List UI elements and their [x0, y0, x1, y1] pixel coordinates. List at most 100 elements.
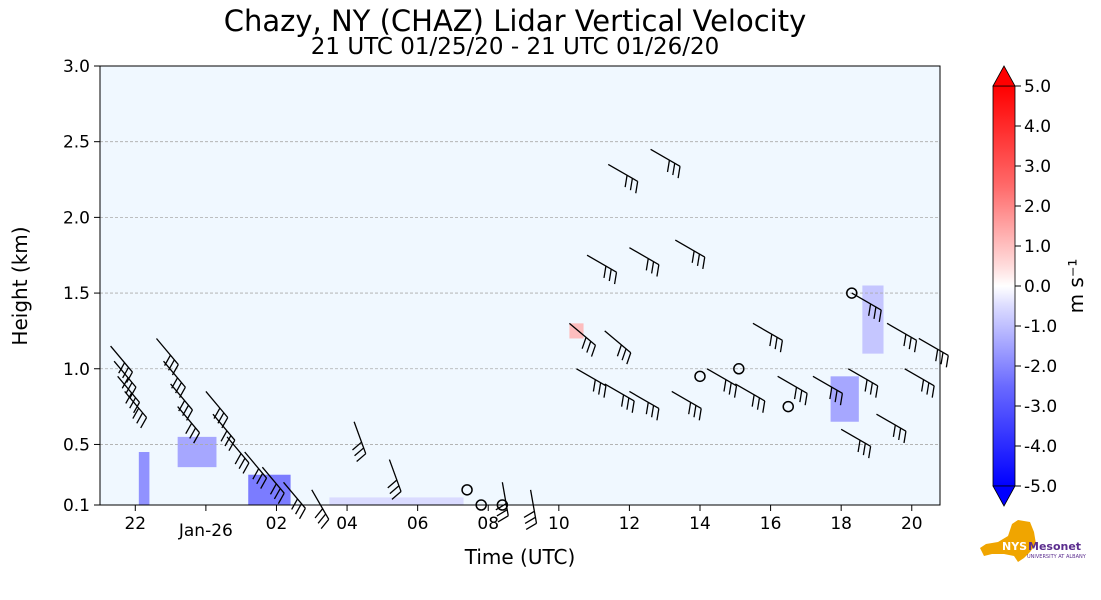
- colorbar-label: m s⁻¹: [1064, 259, 1088, 314]
- wind-barb: [244, 451, 268, 489]
- wind-barb-flag: [903, 431, 907, 444]
- wind-barb-flag: [603, 265, 607, 279]
- wind-barb: [777, 375, 808, 406]
- x-tick-label: 02: [266, 514, 288, 534]
- wind-barb-flag: [391, 491, 402, 500]
- wind-barb-flag: [774, 337, 778, 350]
- x-tick-label: 06: [407, 514, 429, 534]
- velocity-region: [248, 474, 291, 505]
- velocity-region: [177, 436, 217, 468]
- colorbar-tick-label: 4.0: [1024, 117, 1051, 137]
- wind-barb-flag: [799, 390, 803, 403]
- x-tick-label: 20: [901, 514, 923, 534]
- x-tick-label: 12: [619, 514, 641, 534]
- wind-barb-flag: [314, 508, 324, 519]
- contour-marker: [461, 484, 473, 496]
- wind-barb-flag: [354, 447, 365, 457]
- logo-text-mesonet: Mesonet: [1028, 540, 1082, 553]
- wind-barb-flag: [242, 462, 250, 474]
- colorbar-tick-label: -1.0: [1024, 317, 1057, 337]
- wind-barb-flag: [598, 382, 602, 395]
- wind-barb-flag: [873, 306, 877, 319]
- wind-barb: [352, 421, 367, 463]
- wind-barb: [113, 360, 137, 399]
- wind-barb: [212, 413, 236, 452]
- wind-barb-flag: [621, 348, 627, 361]
- wind-barb-flag: [693, 405, 697, 418]
- wind-barb-flag: [875, 385, 879, 398]
- wind-barb-flag: [620, 394, 625, 407]
- wind-barb-flag: [496, 509, 508, 517]
- wind-barb: [629, 247, 660, 277]
- wind-barb-flag: [118, 362, 126, 374]
- wind-barb-flag: [935, 349, 939, 362]
- wind-barb-flag: [228, 439, 236, 452]
- x-tick-label: 08: [477, 514, 499, 534]
- wind-barb-flag: [631, 400, 635, 413]
- wind-barb-flag: [581, 337, 587, 349]
- wind-barb-flag: [626, 352, 632, 365]
- wind-barb-flag: [524, 516, 536, 525]
- wind-barb-flag: [234, 453, 242, 465]
- contour-marker: [846, 287, 858, 299]
- wind-barb: [604, 330, 632, 365]
- colorbar-tick-label: 3.0: [1024, 157, 1051, 177]
- wind-barb: [650, 148, 681, 179]
- wind-barb-flag: [677, 166, 681, 179]
- wind-barb-flag: [626, 397, 630, 410]
- wind-barb-flag: [650, 261, 655, 274]
- wind-barb-flag: [920, 379, 925, 392]
- wind-barb-flag: [839, 393, 844, 406]
- x-tick-label: Jan-26: [178, 521, 233, 541]
- wind-barb-flag: [224, 435, 232, 447]
- wind-barb-flag: [133, 402, 141, 414]
- wind-barb-flag: [121, 377, 129, 389]
- wind-barb-flag: [931, 385, 935, 398]
- x-tick-label: 16: [760, 514, 782, 534]
- wind-barb-flag: [185, 422, 193, 435]
- wind-barb-flag: [387, 479, 398, 489]
- wind-barb-flag: [238, 457, 246, 470]
- wind-barb-flag: [892, 424, 896, 438]
- chart-title: Chazy, NY (CHAZ) Lidar Vertical Velocity: [223, 4, 807, 38]
- wind-barb-flag: [189, 427, 197, 439]
- wind-barb-flag: [256, 473, 264, 485]
- wind-barb-flag: [129, 397, 137, 409]
- y-tick-label: 2.0: [63, 208, 90, 228]
- wind-barb: [876, 413, 907, 444]
- wind-barb-flag: [613, 272, 618, 285]
- wind-barb: [261, 466, 285, 504]
- wind-barb-flag: [352, 441, 362, 451]
- wind-barb: [752, 322, 784, 353]
- wind-barb: [607, 163, 639, 194]
- x-tick-label: 22: [124, 514, 146, 534]
- colorbar-extend-max: [992, 65, 1016, 87]
- wind-barb-flag: [645, 258, 649, 271]
- wind-barb-flag: [125, 382, 133, 394]
- wind-barb: [734, 383, 766, 413]
- wind-barb-flag: [140, 417, 148, 429]
- wind-barb-flag: [635, 181, 639, 194]
- colorbar-tick-label: 0.0: [1024, 277, 1051, 297]
- y-tick-label: 0.1: [63, 496, 90, 516]
- wind-barb-flag: [317, 513, 327, 524]
- wind-barb-flag: [129, 386, 137, 399]
- wind-barb: [604, 383, 635, 413]
- wind-barb: [886, 322, 918, 353]
- x-tick-label: 04: [336, 514, 358, 534]
- wind-barb-flag: [590, 344, 597, 357]
- wind-barb-flag: [624, 175, 628, 188]
- wind-barb: [586, 254, 618, 285]
- wind-barb-flag: [908, 337, 912, 350]
- colorbar: [992, 85, 1016, 487]
- velocity-region: [830, 376, 859, 422]
- wind-barb-flag: [672, 163, 676, 176]
- wind-barb: [847, 368, 879, 398]
- wind-barb-flag: [834, 390, 838, 403]
- chart-subtitle: 21 UTC 01/25/20 - 21 UTC 01/26/20: [310, 34, 720, 60]
- colorbar-tick-label: -2.0: [1024, 357, 1057, 377]
- wind-barb-flag: [898, 428, 902, 441]
- x-tick-label: 10: [548, 514, 570, 534]
- wind-barb-flag: [525, 522, 537, 531]
- wind-barb-flag: [666, 160, 671, 173]
